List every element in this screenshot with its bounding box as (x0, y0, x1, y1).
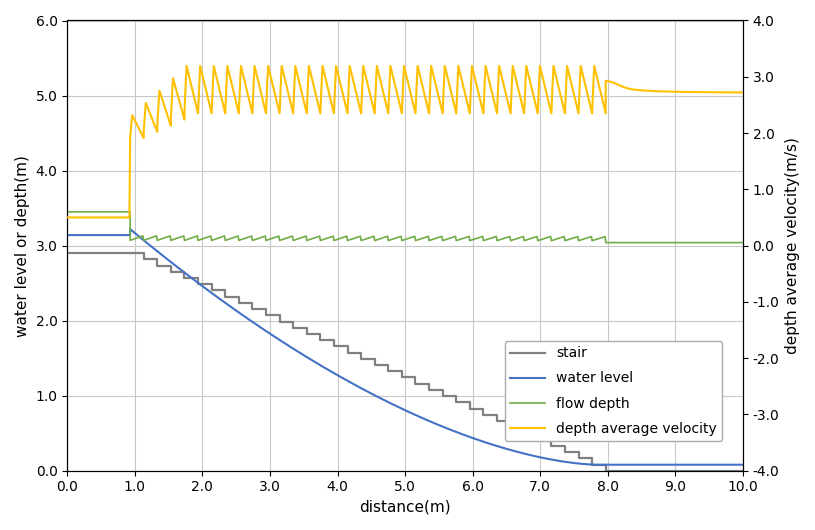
Y-axis label: water level or depth(m): water level or depth(m) (15, 155, 30, 337)
Legend: stair, water level, flow depth, depth average velocity: stair, water level, flow depth, depth av… (504, 341, 722, 441)
X-axis label: distance(m): distance(m) (359, 500, 451, 515)
Y-axis label: depth average velocity(m/s): depth average velocity(m/s) (785, 137, 800, 354)
